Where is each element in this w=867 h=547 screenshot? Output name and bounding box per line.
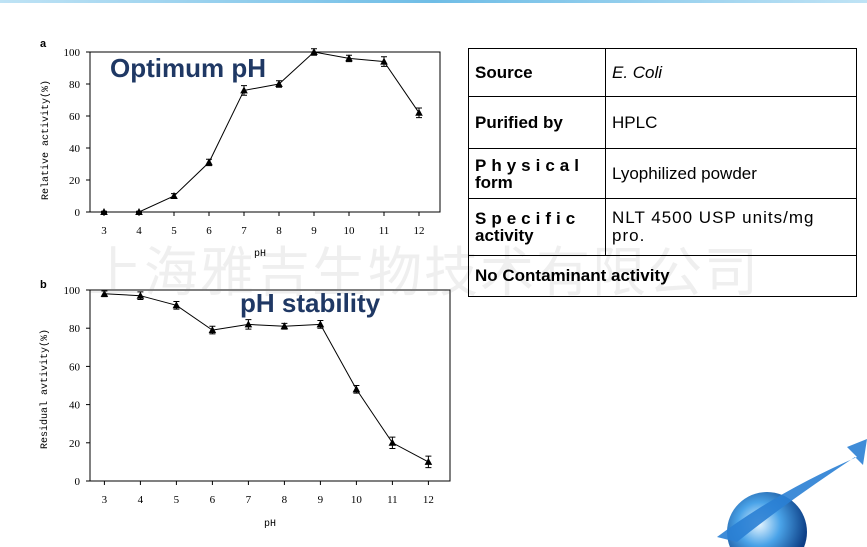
x-tick-label: 6 (206, 225, 212, 237)
data-point (316, 320, 325, 328)
x-tick-label: 4 (136, 225, 142, 237)
chart-b: b pH stability 0 20 40 60 80 100 3 4 5 6 7 8 9 10 11 12… (39, 279, 451, 530)
arrow-icon (717, 439, 867, 542)
x-tick-label: 12 (414, 225, 425, 237)
y-tick-label: 0 (75, 476, 81, 488)
data-point (352, 385, 361, 393)
row-value: NLT 4500 USP units/mg pro. (605, 198, 857, 256)
y-tick-label: 100 (64, 47, 81, 59)
plot-frame (89, 51, 441, 213)
x-tick-label: 11 (379, 225, 390, 237)
panel-letter-a: a (40, 38, 47, 50)
x-tick-label: 4 (138, 494, 144, 506)
data-point (424, 457, 433, 465)
data-point (172, 301, 181, 309)
x-tick-label: 5 (174, 494, 180, 506)
data-point (135, 208, 143, 215)
x-tick-label: 9 (318, 494, 324, 506)
x-tick-label: 10 (344, 225, 356, 237)
x-tick-label: 7 (246, 494, 252, 506)
x-tick-label: 7 (241, 225, 247, 237)
y-tick-label: 80 (69, 79, 81, 91)
row-full: No Contaminant activity (468, 255, 857, 297)
chart-b-xlabel: pH (264, 519, 276, 530)
x-tick-label: 5 (171, 225, 177, 237)
data-point (380, 57, 388, 65)
y-tick-label: 40 (69, 400, 81, 412)
chart-b-plot: 0 20 40 60 80 100 3 4 5 6 7 8 9 10 11 12 (64, 285, 451, 506)
chart-a-plot: 0 20 40 60 80 100 3 4 5 6 7 8 9 10 11 12 (64, 47, 441, 237)
plot-frame (89, 289, 451, 482)
table-row: Purified by HPLC (468, 96, 857, 149)
row-key: Specific activity (468, 198, 606, 256)
data-point (275, 80, 283, 87)
y-tick-label: 60 (69, 111, 81, 123)
data-point (280, 322, 289, 330)
chart-a-ylabel: Relative activity(%) (40, 80, 52, 200)
table-row: Source E. Coli (468, 48, 857, 97)
table-row: Physical form Lyophilized powder (468, 148, 857, 199)
chart-a: a Optimum pH 0 20 40 60 80 100 3 4 5 6 7 8 9 10 11 12 p… (40, 38, 441, 260)
x-tick-label: 8 (276, 225, 282, 237)
row-value: E. Coli (605, 48, 857, 97)
x-tick-label: 3 (101, 225, 107, 237)
y-tick-label: 60 (69, 361, 81, 373)
row-key-line1: Physical (475, 155, 584, 175)
series-line (104, 51, 420, 213)
decorative-globe-arrow (717, 439, 867, 547)
data-point (388, 438, 397, 446)
data-point (208, 326, 217, 334)
x-tick-label: 3 (102, 494, 108, 506)
row-value: Lyophilized powder (605, 148, 857, 199)
row-value: HPLC (605, 96, 857, 149)
data-point (345, 54, 353, 62)
x-tick-label: 9 (311, 225, 317, 237)
y-tick-label: 80 (69, 323, 81, 335)
y-tick-label: 20 (69, 438, 81, 450)
row-key: Physical form (468, 148, 606, 199)
row-key-line2: activity (475, 226, 534, 245)
y-tick-label: 20 (69, 175, 81, 187)
table-row: No Contaminant activity (468, 255, 857, 297)
chart-b-ylabel: Residual avtivity(%) (39, 329, 51, 449)
y-tick-label: 100 (64, 285, 81, 297)
x-tick-label: 6 (210, 494, 216, 506)
data-point (170, 192, 178, 199)
data-point (244, 320, 253, 328)
row-key: Source (468, 48, 606, 97)
spec-table: Source E. Coli Purified by HPLC Physical… (468, 48, 857, 297)
x-tick-label: 11 (387, 494, 398, 506)
data-point (100, 208, 108, 215)
y-tick-label: 40 (69, 143, 81, 155)
data-point (100, 289, 109, 297)
x-tick-label: 10 (351, 494, 363, 506)
y-tick-label: 0 (75, 207, 81, 219)
data-point (240, 86, 248, 94)
top-accent-line (0, 0, 867, 3)
data-point (205, 158, 213, 166)
data-point (415, 108, 423, 116)
chart-b-title: pH stability (240, 288, 381, 318)
x-tick-label: 8 (282, 494, 288, 506)
x-tick-label: 12 (423, 494, 434, 506)
chart-a-title: Optimum pH (110, 53, 266, 83)
chart-a-xlabel: pH (254, 249, 266, 260)
row-key-line2: form (475, 172, 513, 192)
panel-letter-b: b (40, 279, 47, 291)
data-point (136, 291, 145, 299)
data-point (310, 48, 318, 55)
table-row: Specific activity NLT 4500 USP units/mg … (468, 198, 857, 256)
series-line (104, 293, 429, 463)
row-key: Purified by (468, 96, 606, 149)
row-key-line1: Specific (475, 209, 581, 228)
